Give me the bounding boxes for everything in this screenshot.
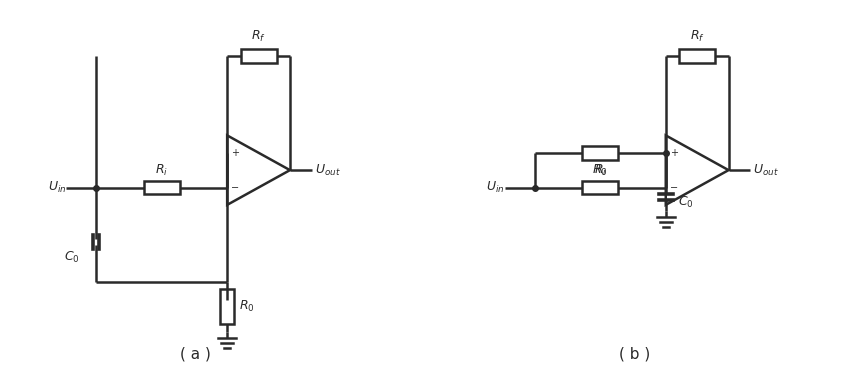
Text: $U_{in}$: $U_{in}$ — [48, 180, 67, 195]
Text: $R_{f}$: $R_{f}$ — [251, 29, 266, 44]
FancyBboxPatch shape — [240, 49, 277, 63]
Text: +: + — [670, 148, 677, 158]
FancyBboxPatch shape — [582, 146, 618, 160]
Text: +: + — [231, 148, 239, 158]
Text: $U_{in}$: $U_{in}$ — [486, 180, 505, 195]
FancyBboxPatch shape — [582, 180, 618, 194]
Text: $R_{f}$: $R_{f}$ — [689, 29, 705, 44]
Text: $R_{0}$: $R_{0}$ — [593, 163, 608, 178]
Text: $U_{out}$: $U_{out}$ — [753, 162, 779, 178]
Text: $R_{i}$: $R_{i}$ — [155, 162, 168, 177]
Text: $C_{0}$: $C_{0}$ — [677, 195, 694, 210]
FancyBboxPatch shape — [221, 289, 234, 324]
Text: $R_{i}$: $R_{i}$ — [593, 162, 606, 177]
Text: $U_{out}$: $U_{out}$ — [315, 162, 341, 178]
FancyBboxPatch shape — [679, 49, 715, 63]
Text: $C_{0}$: $C_{0}$ — [64, 250, 80, 265]
Text: ( a ): ( a ) — [180, 346, 211, 361]
FancyBboxPatch shape — [144, 180, 180, 194]
Text: $R_{0}$: $R_{0}$ — [239, 299, 255, 314]
Text: ( b ): ( b ) — [618, 346, 650, 361]
Text: −: − — [670, 182, 678, 193]
Text: −: − — [231, 182, 240, 193]
